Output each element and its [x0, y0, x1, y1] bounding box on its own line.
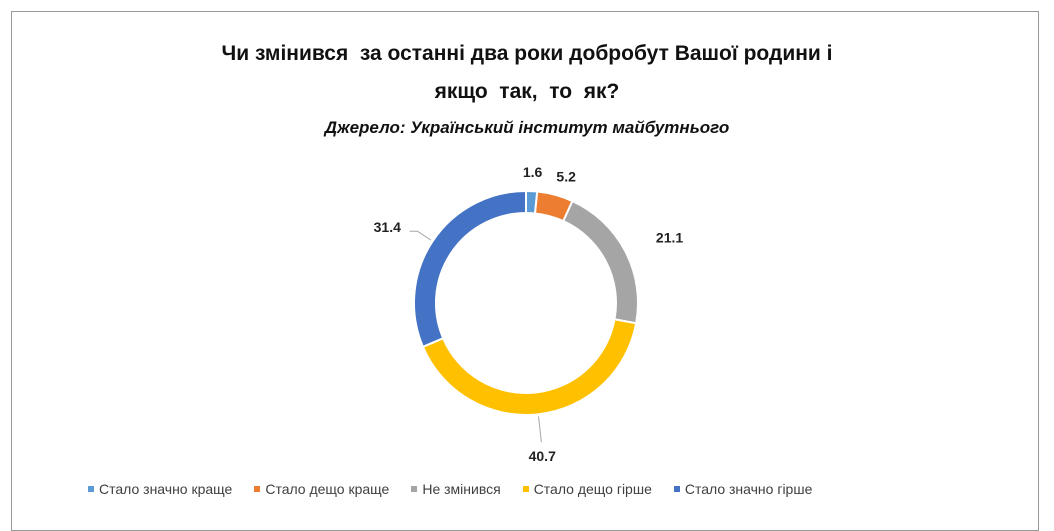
data-label-1: 1.6 — [523, 164, 543, 180]
slice-5 — [413, 189, 527, 349]
legend-item-3: Не змінився — [411, 481, 501, 497]
legend-label-1: Стало значно краще — [99, 481, 233, 497]
legend-swatch-5 — [673, 486, 680, 492]
leader-line-5 — [409, 230, 432, 241]
chart-title-line-2: якщо так, то як? — [434, 80, 620, 103]
chart-title-line-1: Чи змінився за останні два роки добробут… — [221, 42, 833, 65]
legend-swatch-1 — [88, 486, 94, 492]
legend-item-1: Стало значно краще — [88, 481, 232, 497]
legend-swatch-2 — [254, 486, 261, 492]
legend-label-5: Стало значно гірше — [684, 481, 813, 497]
data-label-5: 31.4 — [374, 219, 401, 235]
chart-legend: Стало значно краще Стало дещо краще Не змі… — [88, 481, 834, 497]
legend-item-5: Стало значно гірше — [673, 481, 813, 497]
legend-label-4: Стало дещо гірше — [533, 481, 652, 497]
legend-swatch-3 — [411, 486, 418, 492]
doughnut-chart: 1.6 5.2 21.1 40.7 31.4 — [374, 164, 684, 464]
leader-line-4 — [538, 416, 542, 443]
legend-label-2: Стало дещо краще — [265, 481, 390, 497]
slice-3 — [561, 199, 639, 325]
chart-frame — [11, 11, 1039, 531]
data-label-4: 40.7 — [529, 448, 556, 464]
slice-4 — [421, 318, 638, 416]
data-label-2: 5.2 — [556, 169, 576, 185]
legend-item-4: Стало дещо гірше — [522, 481, 652, 497]
chart-subtitle: Джерело: Український інститут майбутньог… — [324, 118, 730, 137]
legend-swatch-4 — [522, 486, 529, 492]
legend-label-3: Не змінився — [422, 481, 501, 497]
legend-item-2: Стало дещо краще — [254, 481, 389, 497]
data-label-3: 21.1 — [656, 229, 683, 245]
